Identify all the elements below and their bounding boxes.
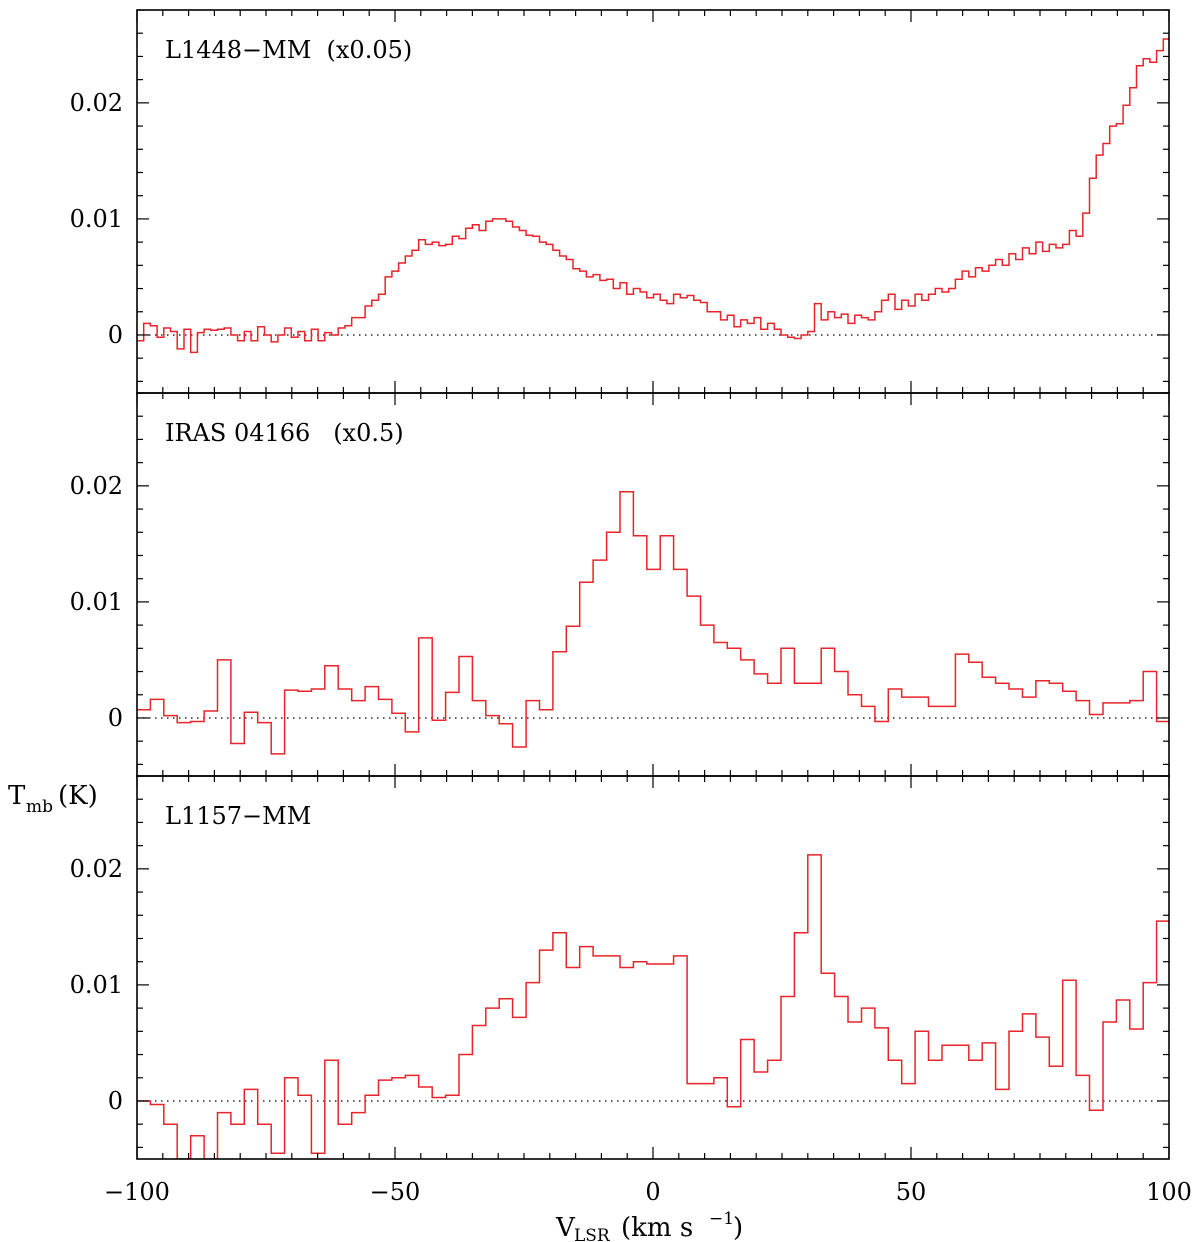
y-tick-label: 0.02 [70,855,123,883]
y-axis-title-main: T [8,781,26,811]
x-tick-label: 0 [645,1178,660,1206]
spectrum-line [137,38,1169,354]
y-axis-title-unit: (K) [58,781,98,811]
y-tick-label: 0.01 [70,205,123,233]
y-tick-label: 0.01 [70,971,123,999]
spectrum-line [137,854,1169,1159]
y-axis-title: T mb (K) [8,781,98,817]
y-tick-label: 0 [108,321,123,349]
x-axis-title-exponent: −1 [709,1209,734,1229]
y-tick-label: 0.01 [70,588,123,616]
x-tick-label: −50 [370,1178,421,1206]
panel-3: 0 0.01 0.02 L1157−MM [70,775,1170,1160]
panel-label: L1157−MM [165,802,311,830]
panels: 0 0.01 0.02 L1448−MM (x0.05) 0 0.01 0.02 IRAS 0… [70,9,1192,1206]
y-axis-title-sub: mb [26,797,53,817]
x-axis-title-unit: (km s [621,1213,693,1242]
x-axis-title-sub: LSR [574,1226,611,1242]
y-tick-label: 0.02 [70,472,123,500]
y-tick-label: 0 [108,704,123,732]
spectrum-line [137,490,1169,755]
panel-label: L1448−MM (x0.05) [165,36,412,64]
y-tick-label: 0.02 [70,89,123,117]
x-axis-title-main: V [555,1213,576,1242]
panel-2: 0 0.01 0.02 IRAS 04166 (x0.5) [70,392,1170,777]
panel-1: 0 0.01 0.02 L1448−MM (x0.05) [70,9,1170,394]
x-tick-label: 100 [1146,1178,1192,1206]
panel-label: IRAS 04166 (x0.5) [165,419,404,447]
x-tick-label: −100 [104,1178,170,1206]
x-axis-title: V LSR (km s −1 ) [555,1209,743,1242]
x-tick-label: 50 [896,1178,927,1206]
x-axis-title-close: ) [733,1213,743,1242]
y-tick-label: 0 [108,1087,123,1115]
x-tick-labels: −100 −50 0 50 100 [104,1178,1192,1206]
